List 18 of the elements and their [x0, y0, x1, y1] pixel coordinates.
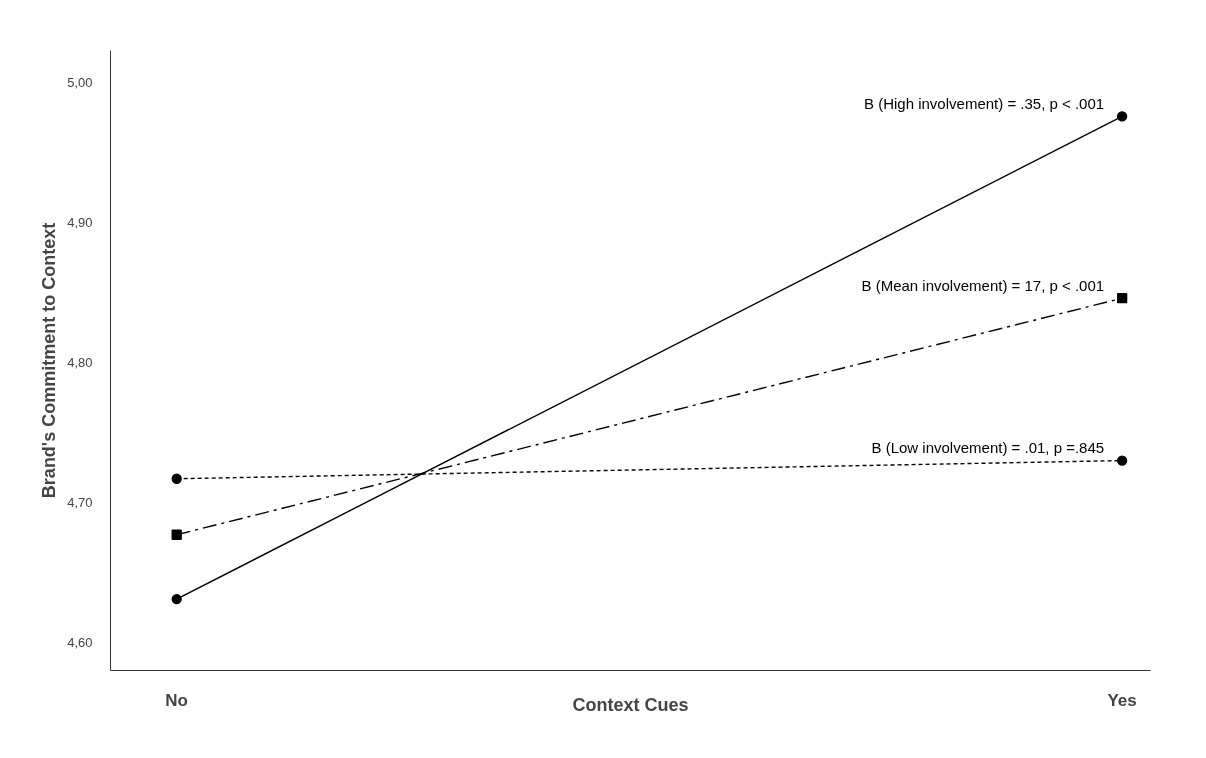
- point: [1116, 293, 1128, 304]
- x-tick-label: Yes: [1107, 690, 1137, 710]
- y-tick-label: 4,60: [67, 635, 93, 651]
- point: [171, 593, 182, 605]
- y-tick-label: 4,80: [67, 355, 93, 371]
- y-axis-title: Brand's Commitment to Context: [39, 222, 60, 499]
- y-tick-label: 4,90: [67, 215, 93, 231]
- series-label: B (High involvement) = .35, p < .001: [864, 94, 1105, 112]
- point: [1116, 111, 1128, 122]
- y-tick-label: 5,00: [67, 75, 93, 91]
- y-tick-label: 4,70: [67, 495, 93, 511]
- point: [171, 473, 182, 484]
- series-label: B (Mean involvement) = 17, p < .001: [861, 276, 1105, 294]
- x-tick-label: No: [165, 690, 189, 710]
- point: [171, 529, 182, 540]
- point: [1116, 455, 1128, 466]
- series-label: B (Low involvement) = .01, p =.845: [871, 439, 1105, 457]
- x-axis-title: Context Cues: [572, 694, 689, 715]
